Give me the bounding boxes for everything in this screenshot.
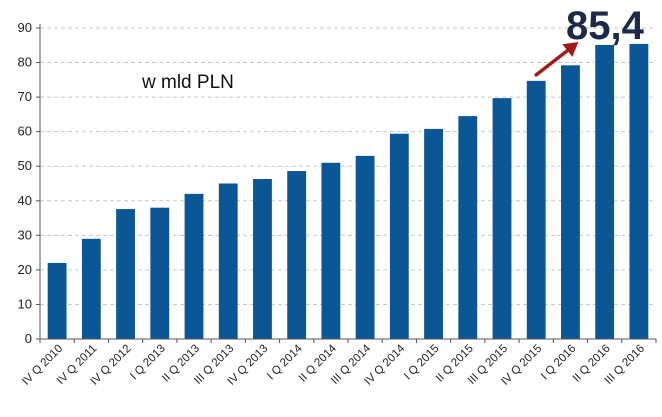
bar <box>150 207 170 339</box>
bar <box>287 171 307 339</box>
bar <box>526 80 546 340</box>
bar <box>355 155 375 339</box>
y-tick-label: 90 <box>18 20 32 35</box>
y-tick-label: 80 <box>18 55 32 70</box>
bar <box>47 262 67 339</box>
y-tick-label: 50 <box>18 158 32 173</box>
bars <box>47 43 649 340</box>
bar <box>424 128 443 339</box>
y-tick-label: 40 <box>18 193 32 208</box>
bar <box>321 162 341 339</box>
bar <box>629 43 649 339</box>
y-axis-ticks: 0 10 20 30 40 50 60 70 80 90 <box>18 20 40 346</box>
bar <box>253 179 272 339</box>
bar <box>595 44 615 339</box>
y-tick-label: 0 <box>25 331 32 346</box>
bar <box>116 209 135 339</box>
bar <box>492 98 512 339</box>
bar <box>218 183 238 339</box>
y-tick-label: 60 <box>18 124 32 139</box>
unit-note: w mld PLN <box>141 72 234 93</box>
highlight-value: 85,4 <box>566 4 645 48</box>
y-tick-label: 20 <box>18 262 32 277</box>
bar <box>81 238 101 339</box>
bar <box>389 133 409 339</box>
growth-arrow-icon <box>534 42 579 77</box>
bar <box>561 65 580 339</box>
y-tick-label: 30 <box>18 227 32 242</box>
y-tick-label: 10 <box>18 296 32 311</box>
bar <box>184 193 204 339</box>
bar <box>458 116 478 339</box>
y-tick-label: 70 <box>18 89 32 104</box>
